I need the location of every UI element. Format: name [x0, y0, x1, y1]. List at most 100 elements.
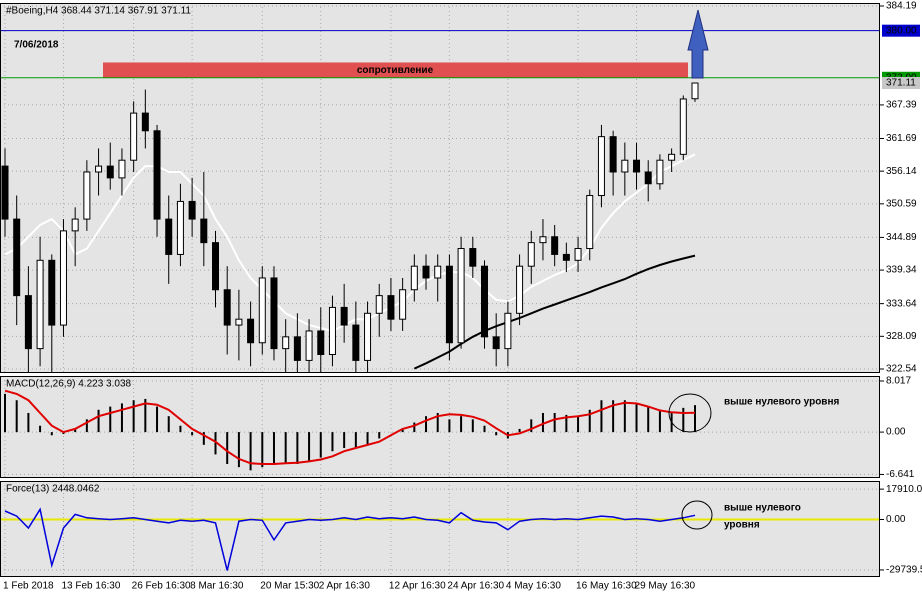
candle-body	[340, 306, 348, 326]
last-price-label: 371.11	[886, 78, 916, 89]
candle-body	[153, 130, 161, 220]
x-tick-label: 13 Feb 16:30	[61, 581, 120, 592]
candle-body	[668, 153, 676, 161]
candle-body	[656, 159, 664, 185]
y-tick-label: 350.59	[886, 198, 917, 209]
y-tick-label: 384.19	[886, 1, 917, 12]
candle-body	[480, 265, 488, 338]
candle-body	[282, 336, 290, 350]
candle-body	[597, 136, 605, 197]
candle-body	[130, 112, 138, 161]
indicator-title: Force(13) 2448.0462	[6, 484, 100, 495]
indicator-title: MACD(12,26,9) 4.223 3.038	[6, 379, 132, 390]
candle-body	[387, 295, 395, 320]
x-tick-label: 16 May 16:30	[576, 581, 637, 592]
y-tick-label: 367.39	[886, 100, 917, 111]
y-tick-label: 8.017	[886, 376, 911, 387]
y-tick-label: -29739.5	[886, 565, 922, 576]
y-tick-label: 328.09	[886, 331, 917, 342]
level-tag	[882, 24, 920, 37]
x-tick-label: 26 Feb 16:30	[132, 581, 191, 592]
candle-body	[375, 295, 383, 314]
candle-body	[492, 336, 500, 350]
highlight-circle	[668, 393, 712, 433]
candle-body	[539, 236, 547, 244]
y-tick-label: 361.69	[886, 133, 917, 144]
panel-frame	[0, 481, 880, 577]
candle-body	[422, 265, 430, 279]
candle-body	[445, 265, 453, 344]
panel-frame	[0, 376, 880, 478]
x-tick-label: 1 Feb 2018	[3, 581, 54, 592]
candle-body	[83, 171, 91, 220]
force-line	[4, 507, 696, 571]
candle-body	[118, 159, 126, 179]
candle-body	[328, 306, 336, 356]
candle-body	[504, 312, 512, 350]
highlight-circle	[681, 500, 713, 530]
indicator-title: #Boeing,H4 368.44 371.14 367.91 371.11	[6, 6, 191, 17]
y-tick-label: 0.00	[886, 514, 906, 525]
panel-background	[0, 376, 880, 478]
candle-body	[95, 165, 103, 173]
y-tick-label: 344.89	[886, 232, 917, 243]
x-tick-label: 12 Apr 16:30	[389, 581, 446, 592]
x-tick-label: 4 May 16:30	[506, 581, 561, 592]
y-tick-label: 356.14	[886, 166, 917, 177]
y-tick-label: -6.641	[886, 469, 915, 480]
x-tick-label: 2 Apr 16:30	[319, 581, 371, 592]
candle-body	[399, 289, 407, 320]
candle-body	[48, 259, 56, 326]
candle-body	[633, 159, 641, 173]
candle-body	[434, 265, 442, 279]
candle-body	[200, 218, 208, 244]
panel-frame	[0, 3, 880, 373]
candle-body	[176, 200, 184, 255]
force-annotation: выше нулевого	[724, 503, 801, 514]
candle-body	[24, 295, 32, 350]
date-annotation: 7/06/2018	[14, 40, 59, 51]
panel-background	[0, 3, 880, 373]
candle-body	[258, 277, 266, 344]
candle-body	[59, 230, 67, 326]
candle-body	[235, 318, 243, 326]
y-tick-label: 0.00	[886, 427, 906, 438]
candle-body	[562, 253, 570, 261]
candle-body	[188, 200, 196, 220]
last-price-tag	[882, 77, 920, 90]
candle-body	[551, 236, 559, 255]
macd-annotation: выше нулевого уровня	[724, 397, 839, 408]
y-tick-label: 339.34	[886, 265, 917, 276]
candle-body	[644, 171, 652, 185]
candle-body	[106, 165, 114, 179]
candle-body	[305, 330, 313, 361]
candle-body	[317, 330, 325, 356]
resistance-zone	[103, 62, 688, 78]
candle-body	[247, 318, 255, 344]
y-tick-label: 322.54	[886, 364, 917, 375]
candle-body	[527, 242, 535, 267]
y-tick-label: 17910.07	[886, 484, 922, 495]
candle-body	[13, 218, 21, 297]
x-tick-label: 20 Mar 15:30	[260, 581, 319, 592]
signal-line	[4, 389, 696, 465]
force-annotation: уровня	[724, 520, 760, 531]
x-tick-label: 29 May 16:30	[635, 581, 696, 592]
candle-body	[516, 265, 524, 314]
y-tick-label: 333.64	[886, 298, 917, 309]
panel-background	[0, 481, 880, 577]
candle-body	[293, 336, 301, 361]
candle-body	[586, 195, 594, 250]
candle-body	[609, 136, 617, 173]
candle-body	[352, 324, 360, 361]
candle-body	[71, 218, 79, 232]
candle-body	[469, 248, 477, 267]
candle-body	[679, 98, 687, 155]
up-arrow	[687, 9, 709, 79]
candle-body	[574, 248, 582, 261]
x-tick-label: 8 Mar 16:30	[190, 581, 244, 592]
candle-body	[36, 259, 44, 350]
candle-body	[212, 242, 220, 291]
candle-body	[621, 159, 629, 173]
